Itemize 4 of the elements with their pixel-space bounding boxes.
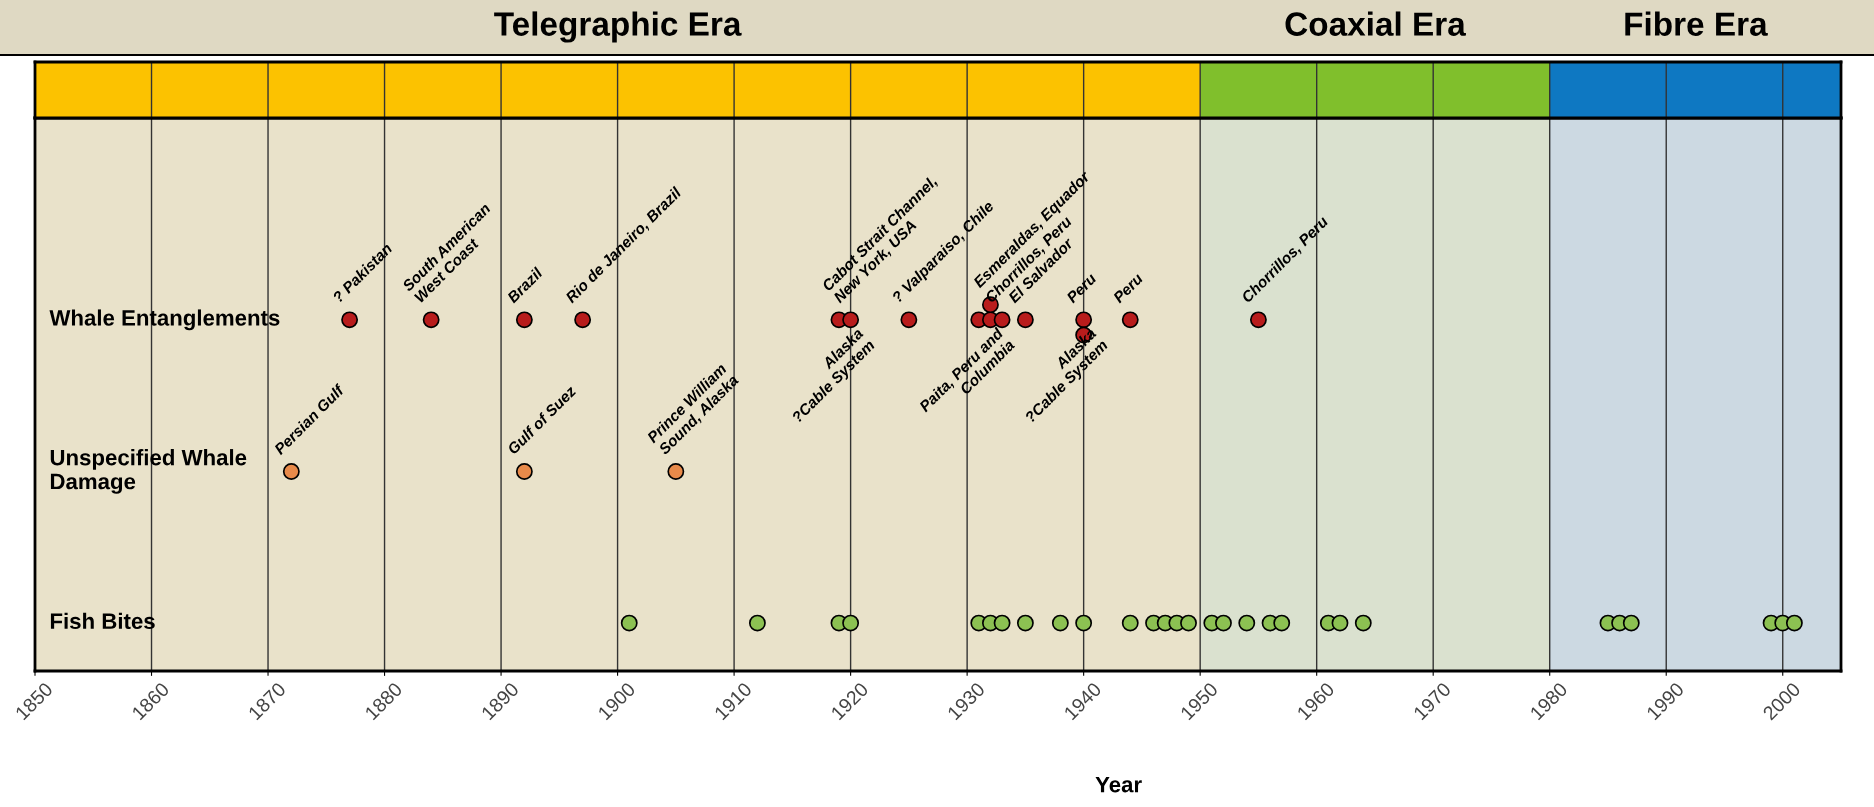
- band-label: Coaxial Era: [1285, 11, 1466, 36]
- band-label: Fibre Era: [1625, 11, 1768, 36]
- band-label: Telegraphic Era: [494, 11, 742, 43]
- x-axis-title: Year: [1095, 776, 1142, 793]
